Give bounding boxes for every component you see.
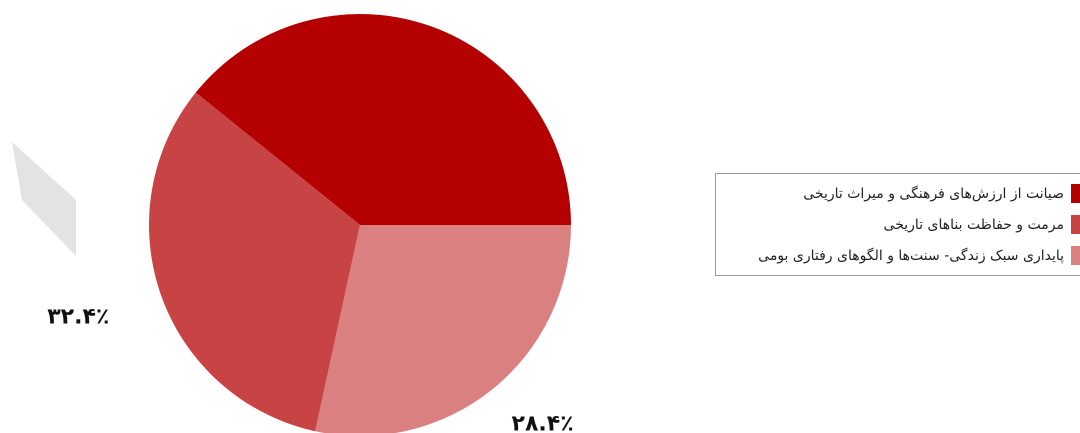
legend-swatch — [1071, 184, 1080, 203]
legend-item[interactable]: پایداری سبک زندگی- سنت‌ها و الگوهای رفتا… — [716, 240, 1080, 271]
legend-label: پایداری سبک زندگی- سنت‌ها و الگوهای رفتا… — [758, 247, 1064, 264]
pie-slice[interactable] — [315, 225, 571, 433]
legend-item[interactable]: صیانت از ارزش‌های فرهنگی و میراث تاریخی — [716, 178, 1080, 209]
legend-swatch — [1071, 246, 1080, 265]
legend-label: صیانت از ارزش‌های فرهنگی و میراث تاریخی — [803, 185, 1064, 202]
pie-labels: ۳۹.۲٪۳۲.۴٪۲۸.۴٪ — [47, 305, 574, 433]
pie-data-label: ۲۸.۴٪ — [512, 411, 574, 433]
pie-slices — [149, 13, 572, 433]
legend-label: مرمت و حفاظت بناهای تاریخی — [883, 216, 1064, 233]
pie-slice[interactable] — [195, 13, 572, 226]
decorative-shadow — [12, 142, 76, 256]
pie-data-label: ۳۲.۴٪ — [47, 305, 109, 330]
legend-item[interactable]: مرمت و حفاظت بناهای تاریخی — [716, 209, 1080, 240]
chart-legend: صیانت از ارزش‌های فرهنگی و میراث تاریخی … — [715, 173, 1080, 276]
pie-slice[interactable] — [149, 92, 360, 432]
legend-swatch — [1071, 215, 1080, 234]
